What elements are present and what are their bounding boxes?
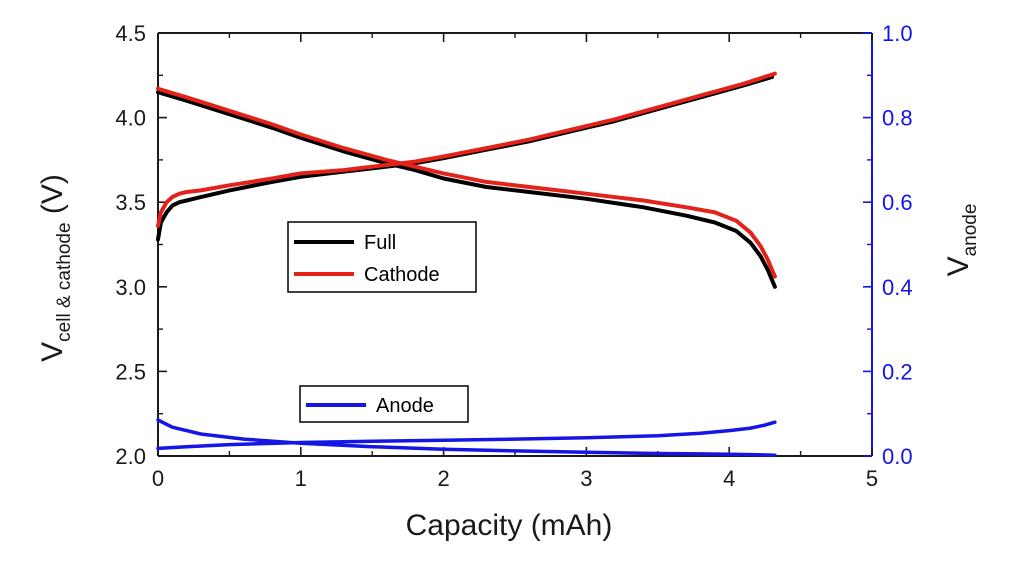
y-axis-left-title-sub: cell & cathode (54, 222, 75, 341)
tick-labels-layer: 0 1 2 3 4 5 2.0 2.5 3.0 3.5 4.0 4.5 0.0 0.2 0.4 0.6 0.8 1… (115, 21, 912, 491)
x-tick-label: 2 (437, 466, 449, 491)
legend-label-anode: Anode (376, 395, 434, 417)
x-tick-label: 4 (723, 466, 735, 491)
legend-label-full: Full (364, 232, 396, 254)
y-axis-right-title-main: V (942, 256, 975, 276)
y-left-tick-label: 3.0 (115, 275, 146, 300)
series-line-full-discharge (156, 90, 777, 289)
series-layer (156, 71, 777, 457)
legend-box (287, 221, 477, 293)
y-right-tick-label: 0.8 (882, 106, 913, 131)
series-line-anode-discharge (156, 420, 777, 451)
y-right-tick-label: 1.0 (882, 21, 913, 46)
y-right-tick-label: 0.4 (882, 275, 913, 300)
x-tick-label: 1 (295, 466, 307, 491)
y-left-tick-label: 4.5 (115, 21, 146, 46)
x-axis-title: Capacity (mAh) (406, 509, 613, 542)
x-tick-label: 5 (866, 466, 878, 491)
y-left-tick-label: 2.0 (115, 444, 146, 469)
legend-label-cathode: Cathode (364, 264, 440, 286)
x-tick-label: 3 (580, 466, 592, 491)
legend-layer: Full Cathode Anode (287, 221, 477, 423)
series-line-cathode-charge (156, 71, 777, 228)
y-axis-left-title: Vcell & cathode (V) (36, 174, 75, 362)
x-tick-label: 0 (152, 466, 164, 491)
series-line-anode-charge (156, 418, 777, 457)
axes-layer (157, 32, 873, 457)
y-right-tick-label: 0.2 (882, 359, 913, 384)
y-axis-right-title-sub: anode (960, 204, 981, 257)
y-axis-right-title: Vanode (942, 204, 981, 277)
y-axis-left-title-main: V (36, 342, 69, 362)
y-right-tick-label: 0.0 (882, 444, 913, 469)
y-right-tick-label: 0.6 (882, 190, 913, 215)
series-line-cathode-discharge (156, 86, 777, 279)
y-axis-left-title-unit: (V) (36, 174, 69, 222)
y-left-tick-label: 4.0 (115, 106, 146, 131)
y-left-tick-label: 3.5 (115, 190, 146, 215)
y-left-tick-label: 2.5 (115, 359, 146, 384)
